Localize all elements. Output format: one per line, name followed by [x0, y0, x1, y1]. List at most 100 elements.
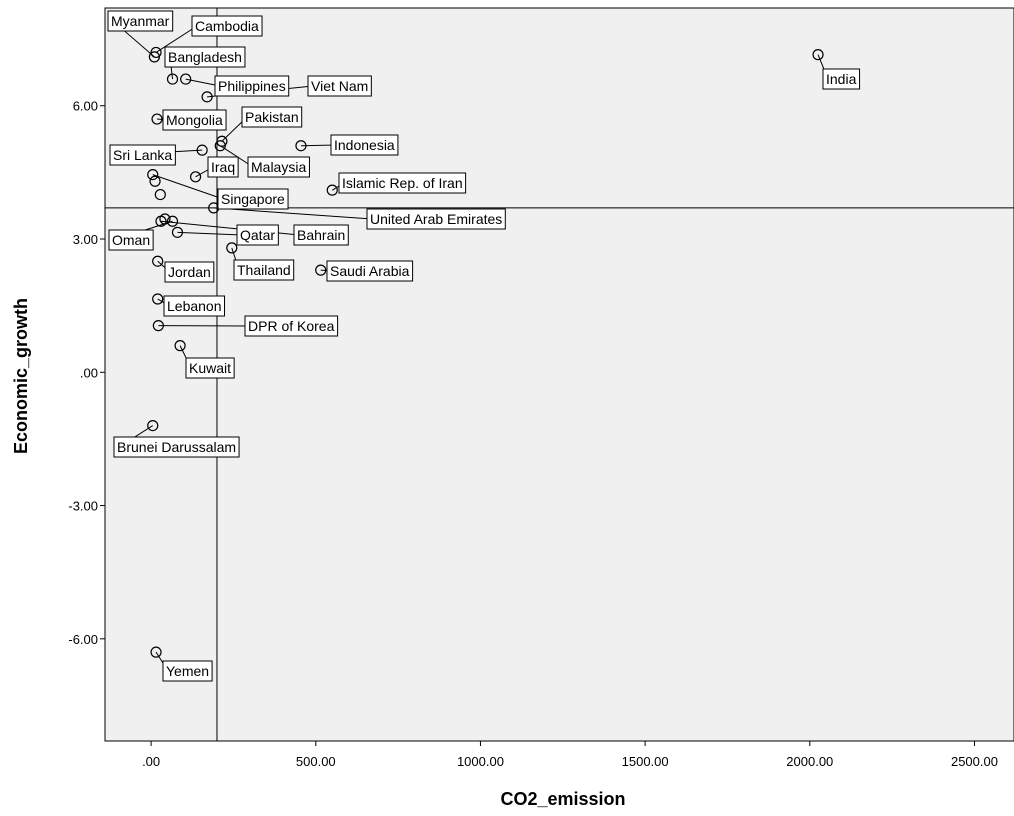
x-axis-ticks: .00 500.00 1000.00 1500.00 2000.00 2500.00 [142, 741, 998, 769]
data-point [315, 264, 327, 276]
point-label-text: Pakistan [245, 109, 299, 125]
point-label-box [822, 68, 861, 90]
data-point [147, 419, 159, 432]
point-label: Qatar [236, 224, 279, 246]
data-point [326, 184, 338, 196]
point-label: Yemen [162, 660, 213, 682]
data-point [150, 646, 162, 658]
point-label: Singapore [217, 188, 289, 210]
point-label: Thailand [233, 259, 295, 281]
data-point [226, 242, 238, 254]
data-point [174, 340, 186, 352]
point-label-box [109, 144, 176, 166]
point-label-text: Singapore [221, 191, 285, 207]
data-point [152, 293, 164, 305]
point-label-text: Myanmar [111, 13, 170, 29]
leader-line [155, 25, 198, 53]
point-label-box [162, 109, 227, 131]
point-label: Malaysia [247, 156, 310, 178]
point-label-box [236, 224, 279, 246]
point-label-box [338, 172, 467, 194]
point-label-text: Thailand [237, 262, 291, 278]
point-label-box [164, 46, 246, 68]
data-point [159, 213, 171, 225]
point-label: Oman [108, 229, 154, 251]
y-tick-label: 6.00 [73, 99, 98, 114]
point-label-box [107, 10, 174, 32]
data-point [295, 140, 307, 152]
data-point [154, 188, 166, 201]
point-label-box [233, 259, 295, 281]
point-label-box [293, 224, 349, 246]
point-label: India [822, 68, 861, 90]
point-label-text: Saudi Arabia [330, 263, 410, 279]
leader-line [300, 144, 337, 147]
point-label-box [108, 229, 154, 251]
data-point [152, 255, 164, 267]
point-label-text: Kuwait [189, 360, 231, 376]
plot-area [104, 7, 1014, 742]
leader-line [152, 174, 224, 200]
point-label-box [366, 208, 506, 230]
point-labels: Myanmar Cambodia Bangladesh Philippines Viet… [107, 10, 861, 682]
point-label: DPR of Korea [244, 315, 339, 337]
point-label-text: Jordan [168, 264, 211, 280]
point-label-text: Bahrain [297, 227, 345, 243]
point-label: Myanmar [107, 10, 174, 32]
x-axis-title: CO2_emission [500, 789, 625, 809]
point-label-text: Yemen [166, 663, 209, 679]
point-label: Bangladesh [164, 46, 246, 68]
point-label-box [217, 188, 289, 210]
point-label: Mongolia [162, 109, 227, 131]
point-label: Islamic Rep. of Iran [338, 172, 467, 194]
leader-line [185, 78, 221, 87]
x-tick-label: 2000.00 [786, 754, 833, 769]
point-label: Kuwait [185, 357, 235, 379]
y-tick-label: -6.00 [68, 632, 98, 647]
point-label-text: Sri Lanka [113, 147, 172, 163]
point-label-text: India [826, 71, 857, 87]
data-point [166, 215, 179, 227]
data-point [152, 320, 164, 332]
point-label-text: Cambodia [195, 18, 259, 34]
point-label-box [244, 315, 339, 337]
point-label-box [162, 660, 213, 682]
point-label: Viet Nam [307, 75, 372, 97]
point-label-text: Lebanon [167, 298, 222, 314]
point-label: Jordan [164, 261, 215, 283]
point-label-text: Philippines [218, 78, 286, 94]
point-label-text: Malaysia [251, 159, 306, 175]
point-label-text: Oman [112, 232, 150, 248]
data-point [166, 73, 179, 85]
data-point [180, 73, 192, 85]
data-points [147, 46, 824, 658]
x-tick-label: 1000.00 [457, 754, 504, 769]
leader-line [213, 207, 373, 220]
leader-line [177, 231, 243, 236]
point-label-box [330, 134, 399, 156]
data-point [189, 171, 202, 183]
x-tick-label: 500.00 [296, 754, 336, 769]
point-label-text: DPR of Korea [248, 318, 335, 334]
point-label-box [307, 75, 372, 97]
point-label-box [326, 260, 414, 282]
point-label-box [163, 295, 226, 317]
point-label-box [185, 357, 235, 379]
point-label-text: Viet Nam [311, 78, 368, 94]
point-label: Bahrain [293, 224, 349, 246]
point-label: Saudi Arabia [326, 260, 414, 282]
data-point [149, 175, 161, 187]
x-tick-label: 1500.00 [622, 754, 669, 769]
y-tick-label: 3.00 [73, 232, 98, 247]
y-axis-title: Economic_growth [11, 298, 31, 454]
data-point [151, 113, 163, 125]
data-point [171, 226, 184, 238]
point-label-text: Qatar [240, 227, 275, 243]
point-label-box [191, 15, 263, 37]
point-label: Sri Lanka [109, 144, 176, 166]
point-label: Cambodia [191, 15, 263, 37]
data-point [812, 49, 824, 61]
point-label: Lebanon [163, 295, 226, 317]
x-tick-label: 2500.00 [951, 754, 998, 769]
